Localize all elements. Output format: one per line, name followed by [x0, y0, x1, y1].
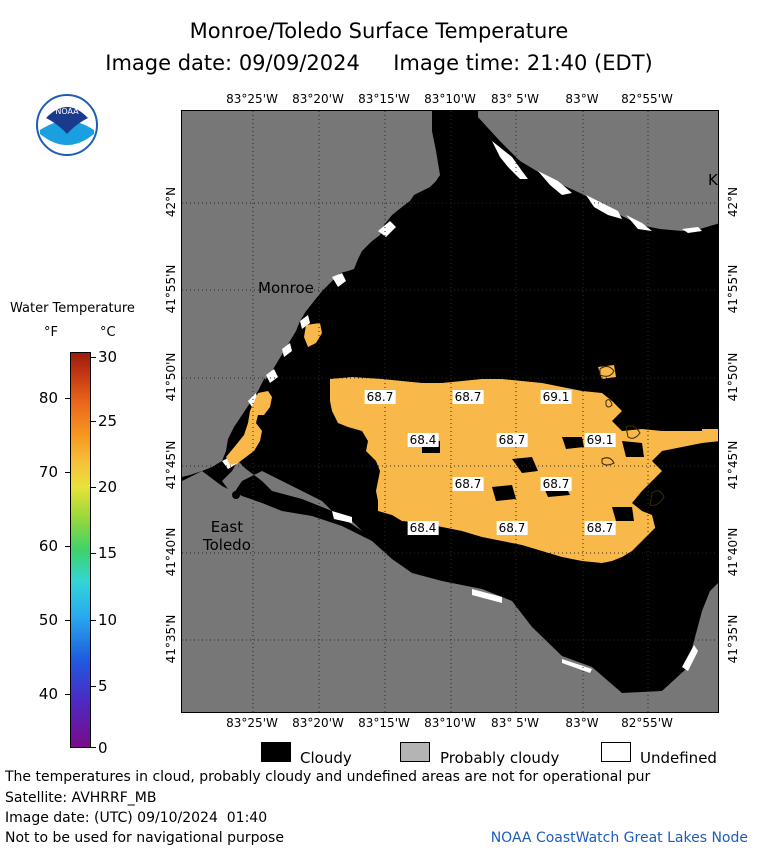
lon-label: 83°15'W [358, 716, 410, 730]
land-northeast [478, 111, 718, 229]
tick-c: 0 [98, 739, 108, 757]
footer-nav-note: Not to be used for navigational purpose [5, 830, 284, 846]
temp-label: 68.4 [407, 433, 439, 447]
lat-label: 41°50'N [164, 352, 178, 402]
lon-label: 83°25'W [226, 92, 278, 106]
unit-celsius: °C [100, 325, 116, 340]
lon-label: 82°55'W [621, 92, 673, 106]
tick-c: 25 [98, 412, 118, 430]
temperature-colorbar [70, 352, 91, 748]
lat-label: 41°35'N [164, 614, 178, 664]
map-title: Monroe/Toledo Surface Temperature [189, 19, 569, 43]
temperature-map [181, 110, 719, 713]
tick-f: 60 [38, 537, 58, 555]
unit-fahrenheit: °F [44, 325, 58, 340]
lon-label: 83°W [565, 92, 599, 106]
footer-note: The temperatures in cloud, probably clou… [5, 769, 651, 785]
lon-label: 83°10'W [424, 92, 476, 106]
city-label-monroe: Monroe [258, 279, 314, 297]
tick-c: 15 [98, 544, 118, 562]
east-toledo-marker [232, 491, 240, 499]
temp-label: 68.7 [364, 390, 396, 404]
city-label-corner: K [708, 171, 718, 189]
temp-label: 68.7 [540, 477, 572, 491]
legend-title: Water Temperature [10, 301, 135, 316]
lon-label: 82°55'W [621, 716, 673, 730]
lat-label: 41°45'N [726, 440, 740, 490]
lon-label: 83°W [565, 716, 599, 730]
tick-f: 70 [38, 463, 58, 481]
key-label-probably-cloudy: Probably cloudy [440, 749, 560, 767]
lat-label: 42°N [726, 186, 740, 218]
lon-label: 83°25'W [226, 716, 278, 730]
lon-label: 83°20'W [292, 92, 344, 106]
city-label-east-toledo: East Toledo [203, 518, 251, 554]
tick-c: 20 [98, 478, 118, 496]
temp-label: 68.7 [584, 521, 616, 535]
lon-label: 83°20'W [292, 716, 344, 730]
key-label-undefined: Undefined [640, 749, 717, 767]
lon-label: 83°10'W [424, 716, 476, 730]
image-date-time: Image date: 09/09/2024 Image time: 21:40… [105, 51, 653, 75]
footer-satellite: Satellite: AVHRRF_MB [5, 790, 157, 806]
lat-label: 41°45'N [164, 440, 178, 490]
map-graphic [182, 111, 718, 712]
lon-label: 83°15'W [358, 92, 410, 106]
tick-c: 5 [98, 677, 108, 695]
lat-label: 41°40'N [726, 527, 740, 577]
tick-f: 80 [38, 389, 58, 407]
key-swatch-cloudy [261, 742, 291, 762]
lon-label: 83° 5'W [491, 92, 539, 106]
tick-c: 10 [98, 611, 118, 629]
lon-label: 83° 5'W [491, 716, 539, 730]
monroe-marker [323, 303, 331, 311]
temperature-contours [599, 365, 665, 506]
lat-label: 41°55'N [164, 264, 178, 314]
noaa-logo: NOAA [36, 94, 98, 160]
tick-f: 40 [38, 685, 58, 703]
noaa-logo-text: NOAA [55, 107, 79, 116]
footer-credit: NOAA CoastWatch Great Lakes Node [490, 830, 748, 846]
tick-c: 30 [98, 348, 118, 366]
footer-utc-date: Image date: (UTC) 09/10/2024 01:40 [5, 810, 268, 826]
lat-label: 41°35'N [726, 614, 740, 664]
temp-label: 68.7 [496, 433, 528, 447]
tick-f: 50 [38, 611, 58, 629]
temp-label: 68.4 [407, 521, 439, 535]
lat-label: 41°55'N [726, 264, 740, 314]
temp-label: 68.7 [452, 477, 484, 491]
temp-label: 69.1 [584, 433, 616, 447]
temp-label: 68.7 [496, 521, 528, 535]
temp-label: 69.1 [540, 390, 572, 404]
key-swatch-probably-cloudy [400, 742, 430, 762]
key-swatch-undefined [601, 742, 631, 762]
key-label-cloudy: Cloudy [300, 749, 352, 767]
lat-label: 42°N [164, 186, 178, 218]
lat-lon-grid [182, 111, 718, 712]
lat-label: 41°40'N [164, 527, 178, 577]
lat-label: 41°50'N [726, 352, 740, 402]
land-south [182, 483, 718, 712]
temp-label: 68.7 [452, 390, 484, 404]
